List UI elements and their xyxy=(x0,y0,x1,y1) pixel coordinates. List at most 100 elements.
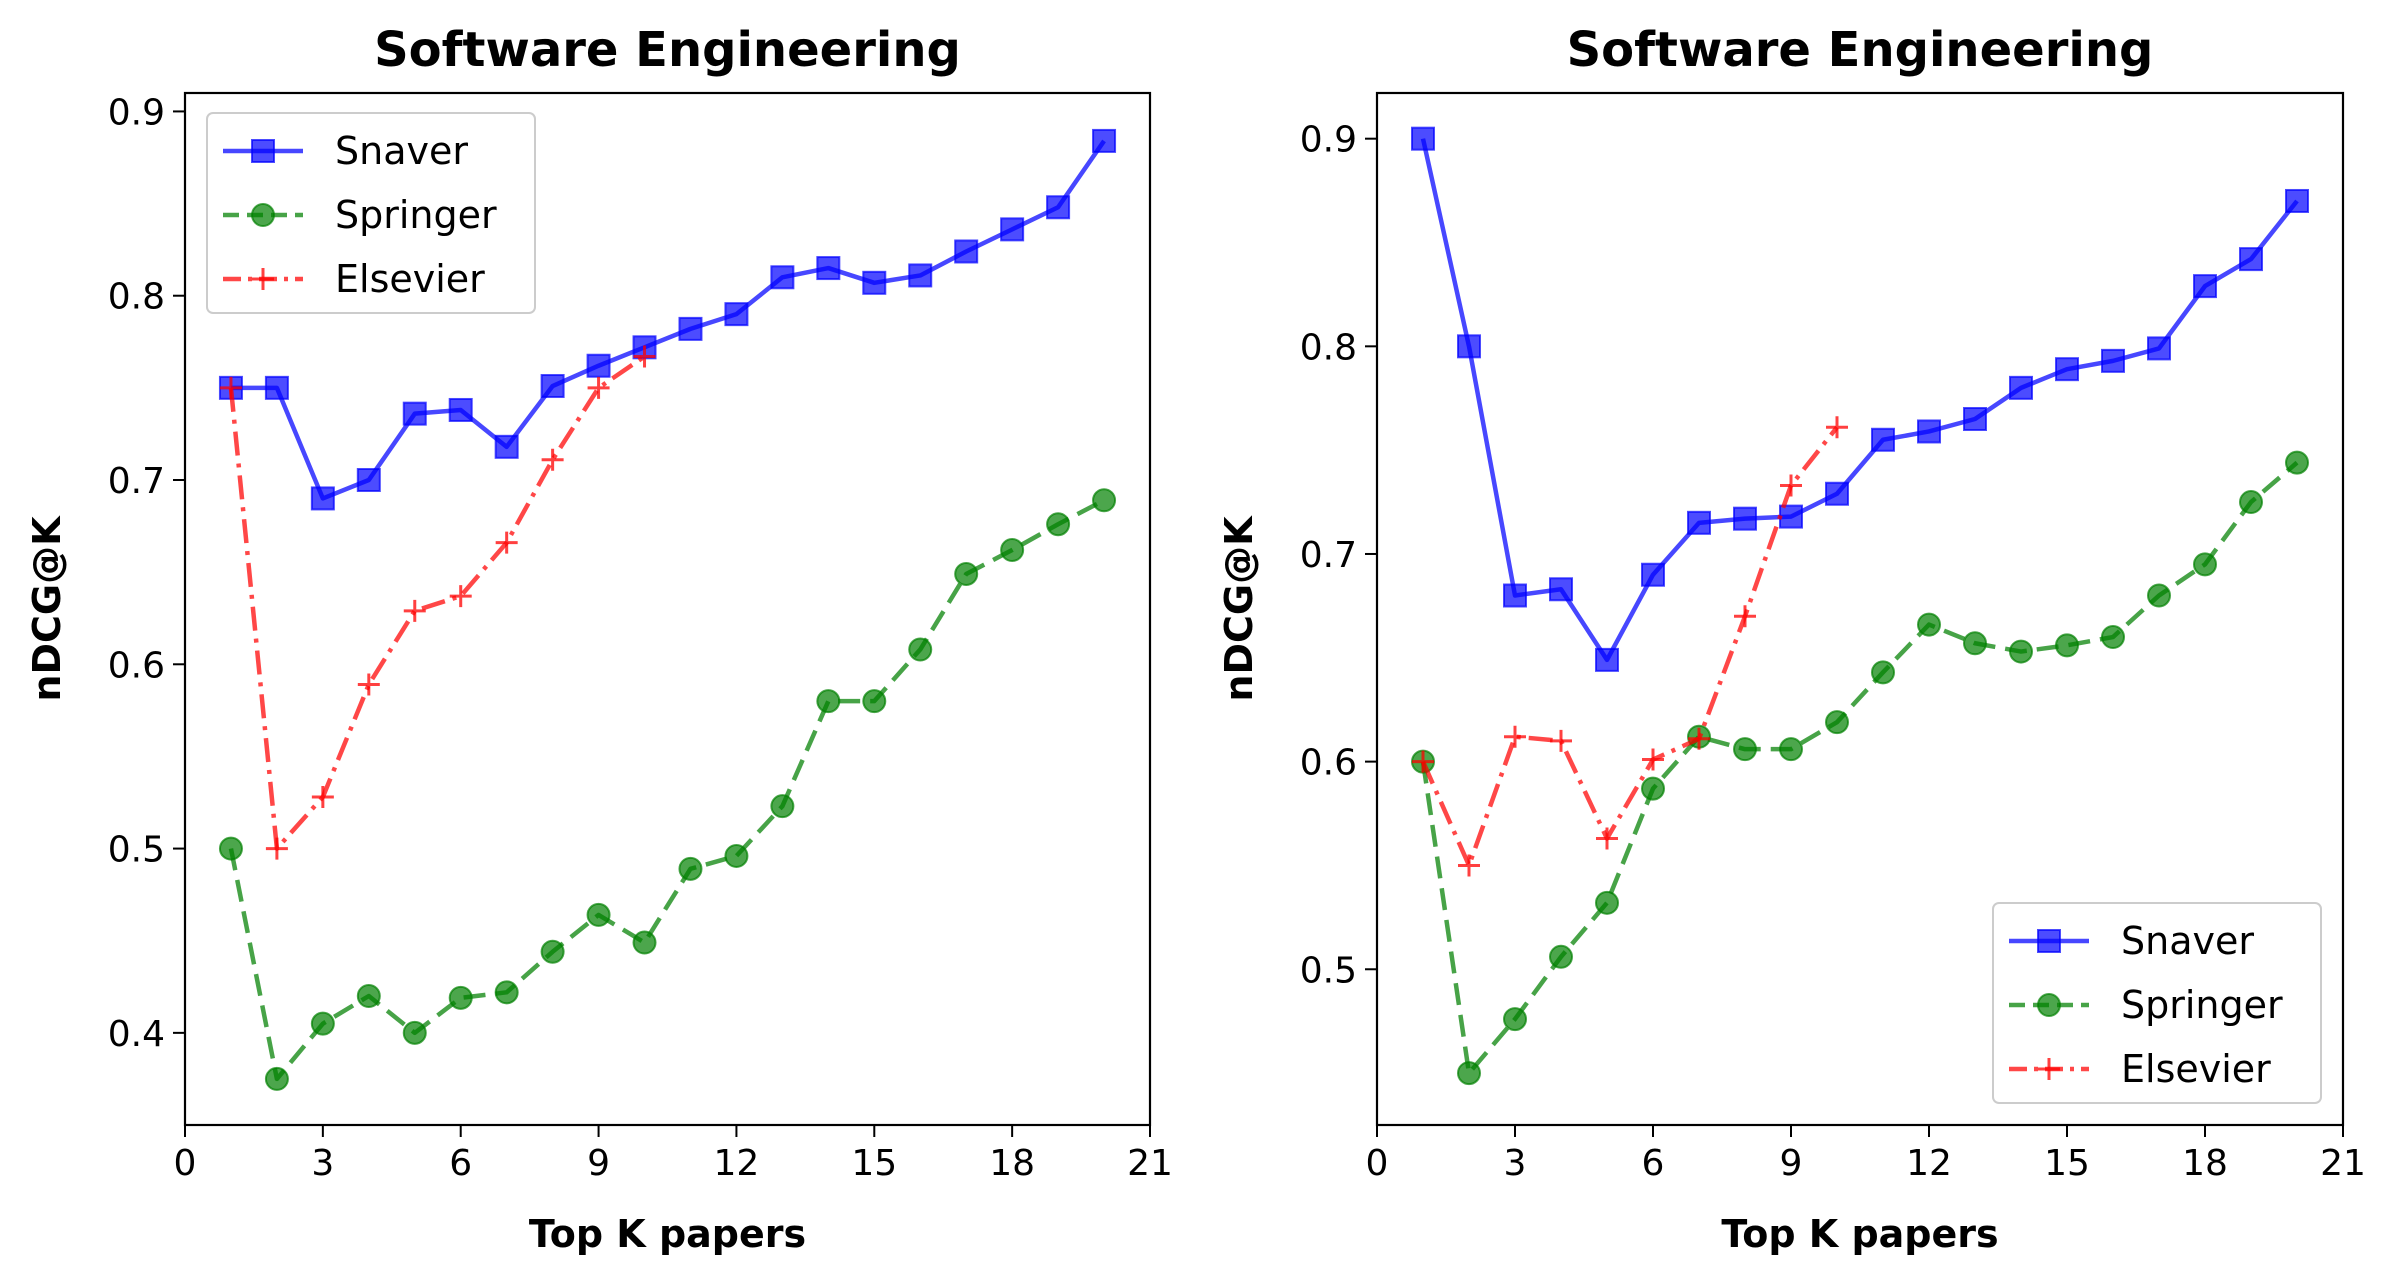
y-tick-label: 0.8 xyxy=(1300,327,1357,368)
data-point-snaver-3 xyxy=(1503,583,1527,608)
data-point-springer-19 xyxy=(2239,490,2263,515)
data-point-elsevier-10 xyxy=(1826,416,1848,439)
data-point-snaver-14 xyxy=(2009,375,2033,400)
data-point-snaver-18 xyxy=(2193,274,2217,299)
x-tick-label: 0 xyxy=(1366,1143,1389,1184)
x-tick-label: 9 xyxy=(587,1143,610,1184)
data-point-snaver-5 xyxy=(1595,647,1619,672)
data-point-springer-14 xyxy=(816,689,841,714)
data-point-springer-2 xyxy=(264,1066,289,1091)
chart-title: Software Engineering xyxy=(374,22,961,78)
x-tick-label: 12 xyxy=(1906,1143,1952,1184)
data-point-springer-8 xyxy=(540,939,565,964)
data-point-elsevier-5 xyxy=(403,599,426,622)
data-point-elsevier-10 xyxy=(633,345,656,368)
data-point-snaver-7 xyxy=(494,434,519,459)
data-point-springer-15 xyxy=(2055,633,2079,658)
legend: Snaver Springer Elsevier xyxy=(206,112,536,314)
y-axis-label: nDCG@K xyxy=(1217,515,1261,702)
data-point-elsevier-9 xyxy=(587,376,610,399)
data-point-elsevier-3 xyxy=(1504,725,1526,748)
data-point-elsevier-5 xyxy=(1596,827,1618,850)
y-tick-label: 0.8 xyxy=(108,277,165,318)
x-tick-label: 15 xyxy=(851,1143,897,1184)
y-tick-label: 0.4 xyxy=(108,1014,165,1055)
y-axis-label: nDCG@K xyxy=(25,515,69,702)
data-point-springer-4 xyxy=(356,984,381,1008)
axes-frame xyxy=(183,91,1152,1127)
data-point-springer-6 xyxy=(1641,776,1665,801)
data-point-elsevier-7 xyxy=(495,531,518,554)
data-point-snaver-15 xyxy=(862,270,887,295)
y-tick-label: 0.7 xyxy=(108,461,165,502)
data-point-springer-7 xyxy=(494,980,519,1005)
legend-label-snaver: Snaver xyxy=(335,129,468,173)
data-point-snaver-6 xyxy=(1641,562,1665,587)
chart-panel-2: 0 3 6 9 12 15 18 21 0.5 0.6 0.7 0.8 0.9 Software Engi… xyxy=(1217,22,2366,1256)
legend-label-elsevier: Elsevier xyxy=(2121,1047,2271,1091)
data-point-springer-13 xyxy=(1963,631,1987,656)
data-point-springer-12 xyxy=(1917,612,1941,637)
data-point-springer-18 xyxy=(1000,538,1025,563)
legend-label-elsevier: Elsevier xyxy=(335,257,485,301)
x-tick-label: 3 xyxy=(311,1143,334,1184)
legend-box xyxy=(1992,902,2322,1104)
x-tick-label: 3 xyxy=(1504,1143,1527,1184)
data-point-snaver-16 xyxy=(908,263,933,288)
legend-box xyxy=(206,112,536,314)
data-point-snaver-12 xyxy=(1917,419,1941,444)
x-tick-label: 21 xyxy=(2320,1143,2366,1184)
y-tick-label: 0.5 xyxy=(108,830,165,871)
y-tick-label: 0.5 xyxy=(1300,950,1357,991)
y-tick-label: 0.6 xyxy=(108,645,165,686)
data-point-springer-16 xyxy=(908,637,933,662)
data-point-elsevier-8 xyxy=(541,448,564,471)
data-point-elsevier-2 xyxy=(265,837,288,860)
legend-marker-elsevier xyxy=(252,268,274,290)
data-point-elsevier-1 xyxy=(219,376,242,399)
data-point-springer-5 xyxy=(402,1020,427,1045)
x-tick-label: 6 xyxy=(1642,1143,1665,1184)
y-tick-label: 0.9 xyxy=(108,92,165,133)
data-point-springer-3 xyxy=(310,1011,335,1036)
data-point-snaver-8 xyxy=(540,374,565,399)
y-tick-label: 0.7 xyxy=(1300,535,1357,576)
data-point-snaver-20 xyxy=(2285,188,2309,213)
x-tick-label: 0 xyxy=(174,1143,197,1184)
data-point-snaver-5 xyxy=(402,401,427,426)
data-point-snaver-4 xyxy=(1549,577,1573,602)
data-point-snaver-20 xyxy=(1092,128,1117,153)
x-tick-label: 12 xyxy=(714,1143,760,1184)
legend: Snaver Springer Elsevier xyxy=(1992,902,2322,1104)
data-point-springer-14 xyxy=(2009,639,2033,664)
data-point-snaver-16 xyxy=(2101,348,2125,373)
data-point-snaver-9 xyxy=(586,353,611,378)
data-point-snaver-11 xyxy=(678,316,703,341)
x-axis-label: Top K papers xyxy=(1721,1212,1998,1256)
data-point-springer-2 xyxy=(1457,1061,1481,1086)
legend-marker-snaver xyxy=(251,139,275,163)
x-tick-label: 21 xyxy=(1127,1143,1173,1184)
data-point-snaver-19 xyxy=(2239,247,2263,272)
data-point-snaver-13 xyxy=(1963,407,1987,432)
plot-area xyxy=(218,128,1117,1091)
data-point-springer-11 xyxy=(1871,660,1895,685)
data-point-snaver-19 xyxy=(1046,195,1071,220)
data-point-springer-3 xyxy=(1503,1007,1527,1032)
data-point-snaver-17 xyxy=(2147,336,2171,361)
data-point-springer-20 xyxy=(2285,450,2309,475)
y-tick-label: 0.6 xyxy=(1300,743,1357,784)
axes-frame xyxy=(1375,91,2345,1127)
data-point-snaver-9 xyxy=(1779,504,1803,529)
data-point-springer-15 xyxy=(862,689,887,714)
data-point-springer-20 xyxy=(1092,488,1117,513)
data-point-snaver-17 xyxy=(954,239,979,264)
legend-marker-elsevier xyxy=(2038,1058,2060,1080)
data-point-springer-9 xyxy=(586,902,611,927)
data-point-snaver-1 xyxy=(1411,126,1435,151)
data-point-elsevier-8 xyxy=(1734,605,1756,628)
data-point-springer-4 xyxy=(1549,944,1573,969)
data-point-springer-5 xyxy=(1595,890,1619,915)
legend-marker-springer xyxy=(251,203,275,227)
